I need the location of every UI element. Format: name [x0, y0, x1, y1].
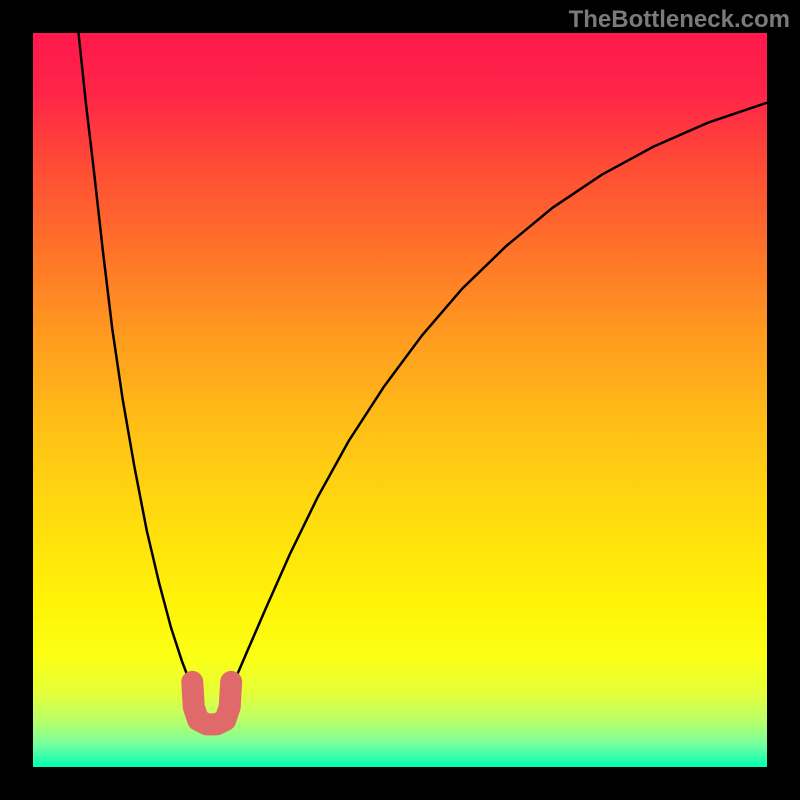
- chart-container: TheBottleneck.com: [0, 0, 800, 800]
- chart-svg: [33, 33, 767, 767]
- gradient-background: [33, 33, 767, 767]
- plot-area: [33, 33, 767, 767]
- watermark-text: TheBottleneck.com: [569, 6, 790, 34]
